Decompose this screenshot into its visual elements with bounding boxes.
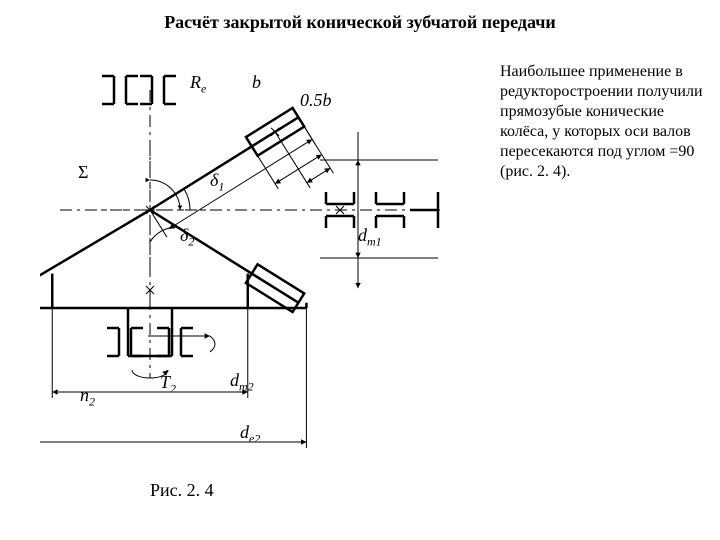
label-b: b [252,72,261,93]
label-dm1: dm1 [358,225,382,250]
label-delta1: δ1 [210,170,224,195]
label-de2: de2 [240,422,260,447]
label-dm2: dm2 [230,370,254,395]
page-title: Расчёт закрытой конической зубчатой пере… [0,12,720,33]
label-delta2: δ2 [180,225,194,250]
bevel-gear-diagram: Re b 0.5b Σ δ1 δ2 dm1 dm2 de2 n2 T2 [40,50,460,470]
label-Re: Re [190,72,206,97]
figure-caption: Рис. 2. 4 [150,480,214,501]
label-T2: T2 [160,372,176,397]
label-sigma: Σ [78,162,88,183]
side-paragraph: Наибольшее применение в редукторостроени… [500,62,710,182]
label-half-b: 0.5b [300,90,332,111]
label-n2: n2 [80,385,95,410]
